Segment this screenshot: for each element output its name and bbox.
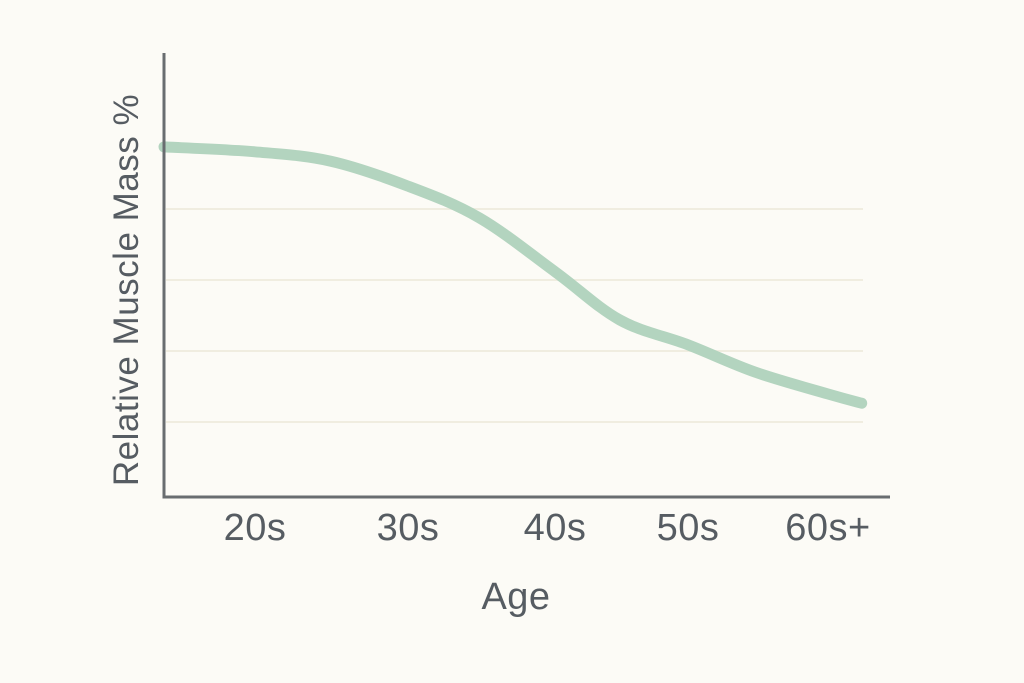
gridlines xyxy=(166,208,863,423)
muscle-mass-curve xyxy=(158,141,868,409)
x-axis-title: Age xyxy=(481,576,551,618)
y-axis-title: Relative Muscle Mass % xyxy=(107,93,146,487)
x-tick-label-30s: 30s xyxy=(376,507,440,549)
x-tick-label-50s: 50s xyxy=(656,507,720,549)
x-tick-label-40s: 40s xyxy=(523,507,587,549)
x-tick-label-20s: 20s xyxy=(223,507,287,549)
x-tick-label-60s+: 60s+ xyxy=(785,507,871,549)
